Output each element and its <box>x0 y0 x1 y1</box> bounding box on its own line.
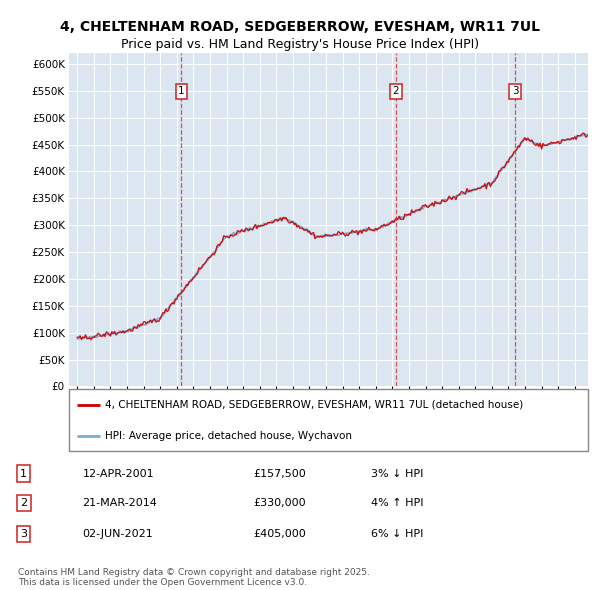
Text: 3: 3 <box>512 87 518 96</box>
Text: Contains HM Land Registry data © Crown copyright and database right 2025.
This d: Contains HM Land Registry data © Crown c… <box>18 568 370 587</box>
Text: 1: 1 <box>20 468 27 478</box>
Text: 4, CHELTENHAM ROAD, SEDGEBERROW, EVESHAM, WR11 7UL: 4, CHELTENHAM ROAD, SEDGEBERROW, EVESHAM… <box>60 19 540 34</box>
Text: £330,000: £330,000 <box>253 498 305 508</box>
Text: £405,000: £405,000 <box>253 529 306 539</box>
Text: 4% ↑ HPI: 4% ↑ HPI <box>371 498 423 508</box>
Text: 2: 2 <box>20 498 27 508</box>
Text: 02-JUN-2021: 02-JUN-2021 <box>82 529 153 539</box>
Text: Price paid vs. HM Land Registry's House Price Index (HPI): Price paid vs. HM Land Registry's House … <box>121 38 479 51</box>
Text: 2: 2 <box>392 87 399 96</box>
Text: 1: 1 <box>178 87 185 96</box>
FancyBboxPatch shape <box>69 389 588 451</box>
Text: 4, CHELTENHAM ROAD, SEDGEBERROW, EVESHAM, WR11 7UL (detached house): 4, CHELTENHAM ROAD, SEDGEBERROW, EVESHAM… <box>106 400 524 410</box>
Text: HPI: Average price, detached house, Wychavon: HPI: Average price, detached house, Wych… <box>106 431 352 441</box>
Text: 6% ↓ HPI: 6% ↓ HPI <box>371 529 423 539</box>
Text: 3% ↓ HPI: 3% ↓ HPI <box>371 468 423 478</box>
Text: 3: 3 <box>20 529 27 539</box>
Text: 21-MAR-2014: 21-MAR-2014 <box>82 498 157 508</box>
Text: 12-APR-2001: 12-APR-2001 <box>82 468 154 478</box>
Text: £157,500: £157,500 <box>253 468 306 478</box>
